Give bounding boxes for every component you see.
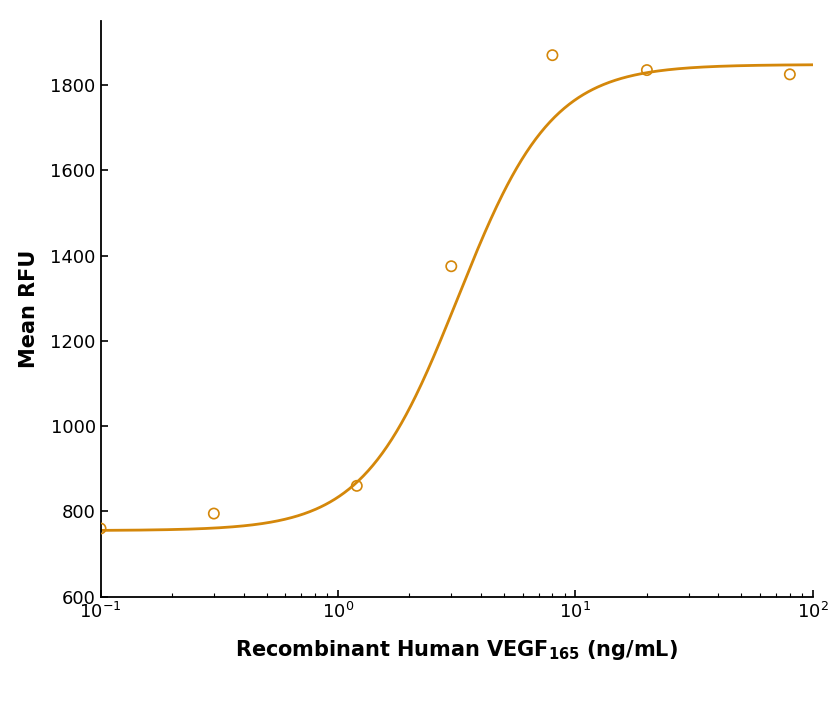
Point — [94, 523, 107, 534]
Point — [784, 69, 797, 80]
X-axis label: $\bf{Recombinant\ Human\ VEGF_{165}\ (ng/mL)}$: $\bf{Recombinant\ Human\ VEGF_{165}\ (ng… — [235, 638, 678, 662]
Y-axis label: Mean RFU: Mean RFU — [19, 250, 39, 368]
Point — [350, 480, 364, 491]
Point — [640, 65, 654, 76]
Point — [546, 50, 559, 61]
Point — [445, 260, 458, 272]
Point — [207, 508, 220, 519]
